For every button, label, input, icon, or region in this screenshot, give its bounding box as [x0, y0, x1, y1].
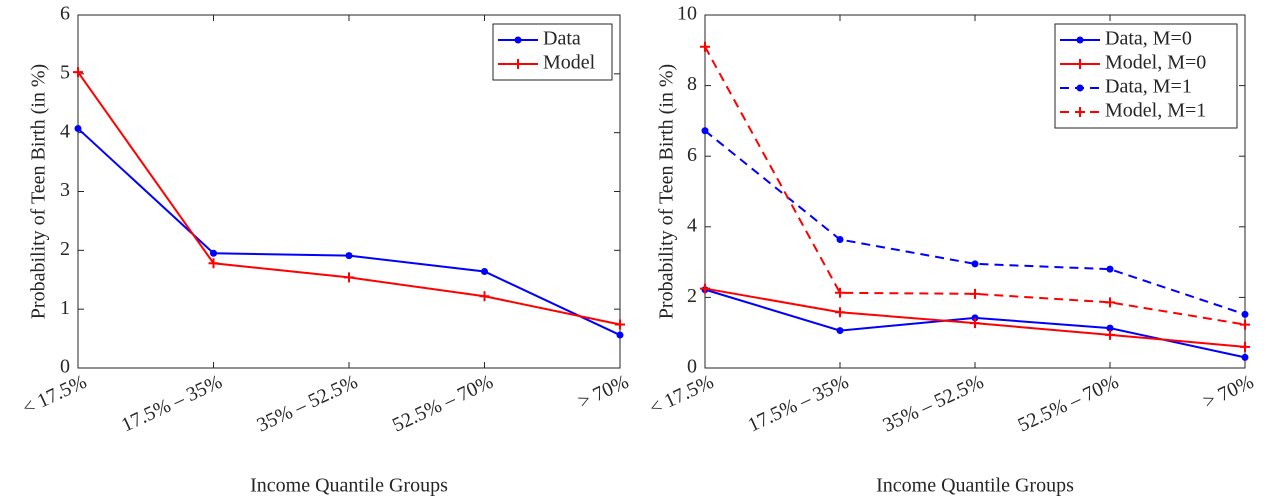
marker: [701, 127, 709, 135]
x-tick-label: 35% – 52.5%: [880, 371, 987, 437]
marker: [344, 272, 354, 283]
line: [704, 46, 1246, 326]
legend-label: Model, M=1: [1105, 100, 1206, 122]
marker: [970, 318, 980, 329]
legend-marker: [1076, 36, 1084, 44]
x-tick-label: > 70%: [1200, 371, 1257, 413]
marker: [481, 268, 488, 276]
marker: [479, 291, 490, 302]
y-axis-label: Probability of Teen Birth (in %): [28, 64, 50, 319]
legend-label: Model: [543, 52, 596, 74]
marker: [700, 41, 710, 52]
y-tick-label: 8: [687, 73, 697, 95]
marker: [615, 319, 625, 330]
legend-box: [1054, 23, 1238, 129]
x-tick-label: 52.5% – 70%: [1015, 371, 1122, 437]
x-tick-label: 17.5% – 35%: [745, 371, 852, 437]
y-axis-label: Probability of Teen Birth (in %): [656, 64, 678, 319]
marker: [836, 236, 844, 244]
legend-label: Data, M=1: [1105, 76, 1192, 98]
marker: [971, 314, 979, 322]
marker: [1106, 265, 1114, 273]
legend-marker: [1075, 107, 1085, 117]
y-tick-label: 5: [60, 61, 70, 83]
y-tick-label: 2: [60, 238, 70, 260]
legend-marker: [1075, 59, 1085, 69]
y-tick-label: 6: [60, 3, 70, 25]
legend-label: Model, M=0: [1105, 52, 1206, 74]
marker: [616, 331, 624, 339]
marker: [1241, 310, 1249, 318]
y-tick-label: 4: [60, 120, 70, 142]
marker: [210, 249, 217, 257]
marker: [1105, 329, 1115, 340]
y-tick-label: 10: [677, 3, 697, 25]
legend-box: [492, 23, 613, 81]
marker: [208, 258, 219, 269]
x-tick-label: 52.5% – 70%: [389, 371, 496, 437]
x-tick-label: < 17.5%: [646, 371, 717, 420]
marker: [1240, 319, 1250, 330]
legend-marker: [514, 36, 522, 44]
x-axis-label: Income Quantile Groups: [876, 475, 1074, 497]
legend-marker: [1076, 84, 1084, 92]
marker: [835, 287, 845, 298]
y-tick-label: 6: [687, 144, 697, 166]
y-tick-label: 4: [687, 214, 697, 236]
marker: [1241, 353, 1249, 361]
x-tick-label: 17.5% – 35%: [118, 371, 225, 437]
marker: [73, 67, 83, 78]
legend-label: Data, M=0: [1105, 28, 1192, 50]
marker: [971, 260, 979, 268]
x-tick-label: 35% – 52.5%: [254, 371, 361, 437]
legend-label: Data: [543, 28, 581, 50]
marker: [700, 283, 710, 294]
y-tick-label: 1: [60, 297, 70, 319]
marker: [1105, 297, 1115, 308]
marker: [970, 288, 980, 299]
line: [704, 130, 1246, 316]
marker: [74, 125, 82, 133]
y-tick-label: 0: [687, 356, 697, 378]
line: [77, 71, 621, 326]
marker: [1106, 324, 1114, 332]
y-tick-label: 3: [60, 179, 70, 201]
x-tick-label: < 17.5%: [19, 371, 90, 420]
legend-marker: [513, 59, 523, 69]
y-tick-label: 2: [687, 285, 697, 307]
y-tick-label: 0: [60, 356, 70, 378]
marker: [1240, 341, 1250, 352]
marker: [836, 327, 844, 335]
marker: [345, 252, 353, 260]
x-axis-label: Income Quantile Groups: [250, 475, 448, 497]
marker: [835, 307, 845, 318]
line: [77, 127, 621, 336]
x-tick-label: > 70%: [575, 371, 632, 413]
